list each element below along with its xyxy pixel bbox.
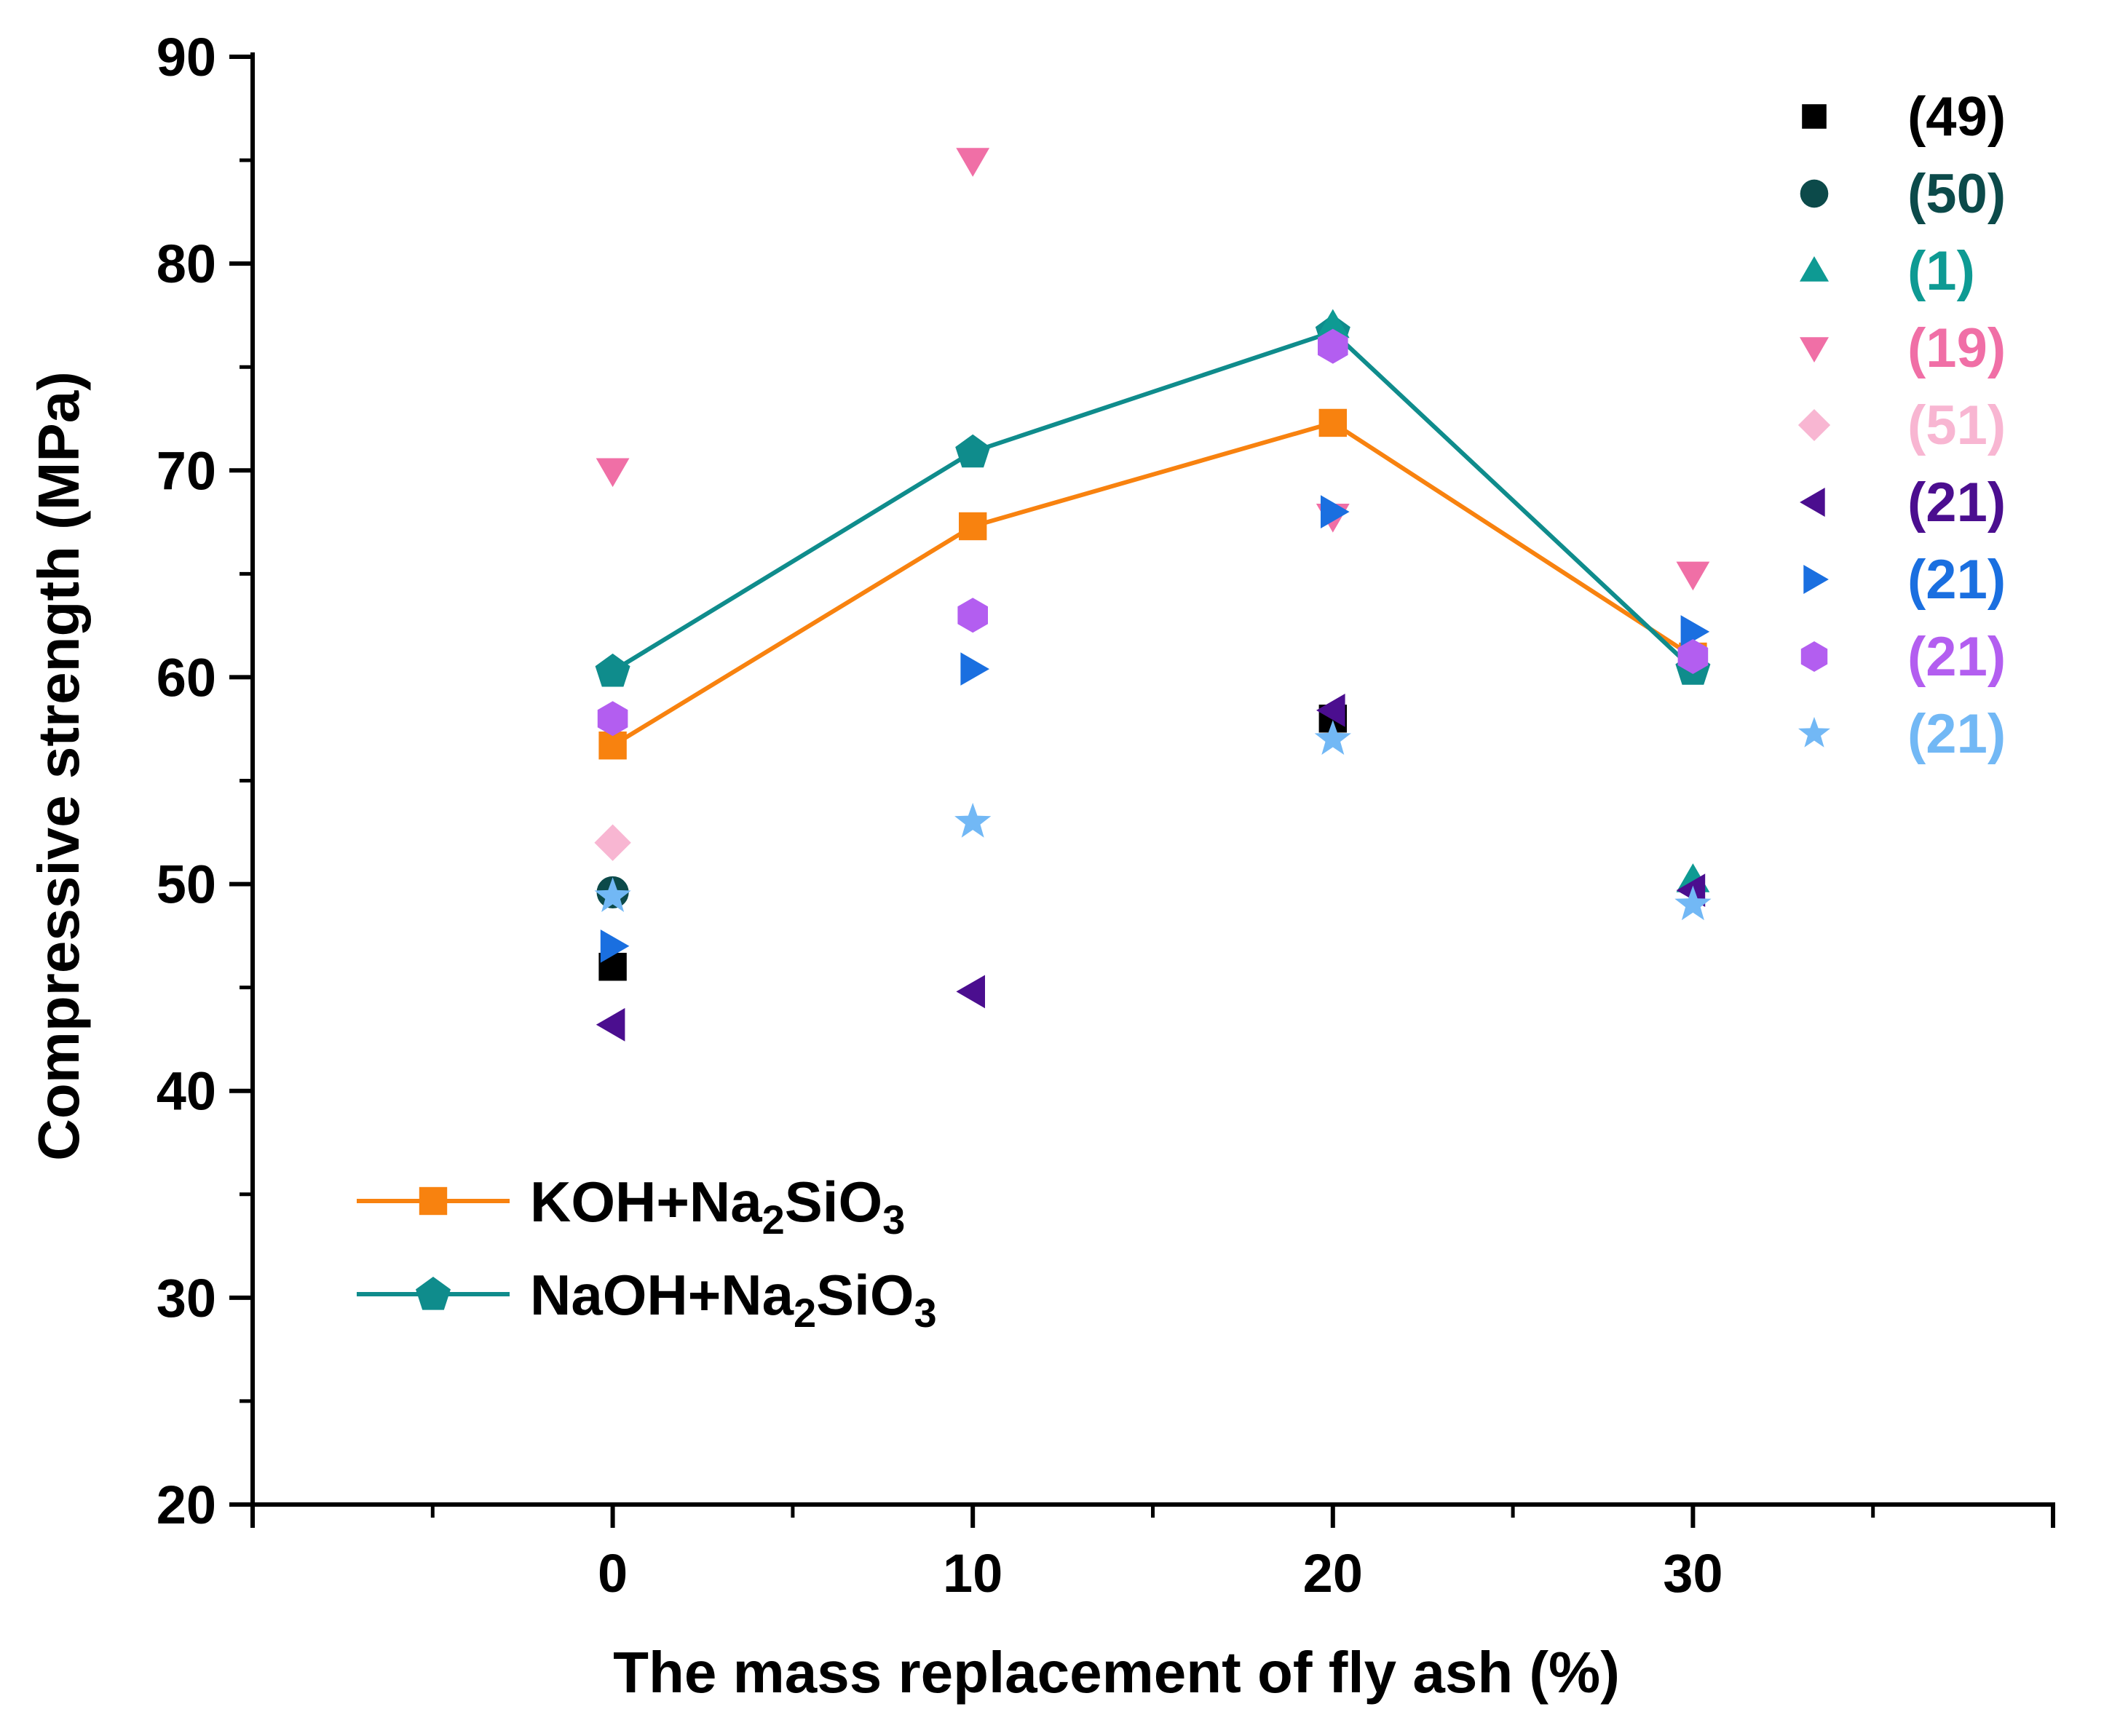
y-tick-label: 60 (157, 647, 216, 708)
legend-marker (1800, 488, 1825, 517)
data-point (956, 148, 990, 177)
line-point (959, 512, 987, 541)
scatter-series-9 (594, 720, 1712, 921)
line-series-group (595, 314, 1711, 760)
legend-marker (1800, 256, 1829, 282)
x-tick-label: 30 (1663, 1543, 1722, 1604)
series-line (612, 329, 1695, 673)
legend-entry: (1) (1800, 240, 1975, 302)
data-point (1316, 694, 1345, 727)
legend-entry: (50) (1800, 163, 2006, 225)
y-tick-label: 80 (157, 234, 216, 294)
line-series-1 (598, 408, 1707, 760)
scatter-series-7 (600, 495, 1710, 963)
legend-entry: (49) (1802, 86, 2006, 148)
legend-entry: (21) (1803, 549, 2006, 611)
legend-label: (49) (1907, 86, 2006, 148)
x-tick-label: 20 (1303, 1543, 1363, 1604)
data-point (954, 802, 992, 838)
data-point (1676, 561, 1710, 591)
legend-label: (51) (1907, 395, 2006, 456)
data-point (1318, 328, 1348, 364)
scatter-series-5 (594, 824, 631, 861)
line-legend-label: KOH+Na2SiO3 (530, 1170, 905, 1242)
data-point (596, 458, 630, 488)
y-tick-label: 90 (157, 27, 216, 87)
legend-marker (1800, 641, 1828, 672)
line-point (598, 731, 627, 760)
legend-label: (19) (1907, 317, 2006, 379)
legend-entry: (21) (1798, 703, 2006, 765)
line-legend-entry: KOH+Na2SiO3 (357, 1170, 905, 1242)
data-point (1314, 720, 1351, 755)
legend-marker (416, 1277, 451, 1310)
y-tick-label: 50 (157, 855, 216, 915)
scatter-series-4 (596, 148, 1710, 591)
legend-marker (1800, 337, 1829, 362)
data-point (1674, 885, 1712, 921)
legend-label: (21) (1907, 549, 2006, 611)
x-axis-title: The mass replacement of fly ash (%) (613, 1640, 1620, 1705)
y-tick-label: 20 (157, 1475, 216, 1535)
data-point (956, 975, 985, 1009)
data-point (1680, 615, 1710, 649)
data-point (594, 824, 631, 861)
scatter-series-6 (596, 694, 1706, 1042)
legend-entry: (21) (1800, 626, 2006, 688)
legend-entry: (21) (1800, 472, 2006, 534)
data-point (594, 877, 631, 912)
scatter-series-3 (1316, 309, 1710, 892)
data-point (960, 652, 989, 686)
data-point (957, 598, 988, 633)
y-tick-label: 40 (157, 1061, 216, 1122)
legend-entry: (19) (1800, 317, 2006, 379)
data-point (1321, 495, 1350, 528)
scatter-points-group (594, 148, 1712, 1042)
x-tick-label: 10 (943, 1543, 1002, 1604)
y-tick-label: 70 (157, 440, 216, 501)
line-legend-entry: NaOH+Na2SiO3 (357, 1263, 937, 1336)
legend-label: (21) (1907, 472, 2006, 534)
legend-marker (1797, 409, 1831, 441)
legend-label: (21) (1907, 703, 2006, 765)
data-point (600, 930, 630, 963)
legend-entry: (51) (1797, 395, 2006, 456)
legend-label: (21) (1907, 626, 2006, 688)
data-point (596, 1007, 625, 1042)
x-tick-label: 0 (598, 1543, 628, 1604)
scatter-series-1 (598, 705, 1347, 981)
data-point (597, 701, 628, 737)
data-point (1316, 309, 1350, 338)
line-point (955, 434, 991, 468)
series-line (612, 420, 1695, 748)
line-point (1318, 408, 1347, 437)
line-legend-label: NaOH+Na2SiO3 (530, 1263, 937, 1336)
legend-marker (1802, 104, 1827, 129)
legend-marker (1800, 179, 1829, 208)
scatter-series-8 (597, 328, 1709, 737)
legend-marker (1798, 716, 1830, 748)
line-point (595, 653, 630, 687)
data-point (1677, 639, 1709, 674)
legend-marker (419, 1186, 448, 1216)
axes: 20 30 40 50 60 70 80 90 0 10 20 30 (157, 27, 2055, 1604)
reference-legend: (49) (50) (1) (19) (51) (21) (21) (21) (21) (1797, 86, 2006, 765)
line-legend: KOH+Na2SiO3 NaOH+Na2SiO3 (357, 1170, 937, 1336)
y-axis-title: Compressive strength (MPa) (26, 371, 91, 1161)
y-tick-label: 30 (157, 1268, 216, 1328)
line-series-2 (595, 314, 1711, 687)
legend-label: (1) (1907, 240, 1975, 302)
legend-label: (50) (1907, 163, 2006, 225)
legend-marker (1803, 565, 1829, 594)
